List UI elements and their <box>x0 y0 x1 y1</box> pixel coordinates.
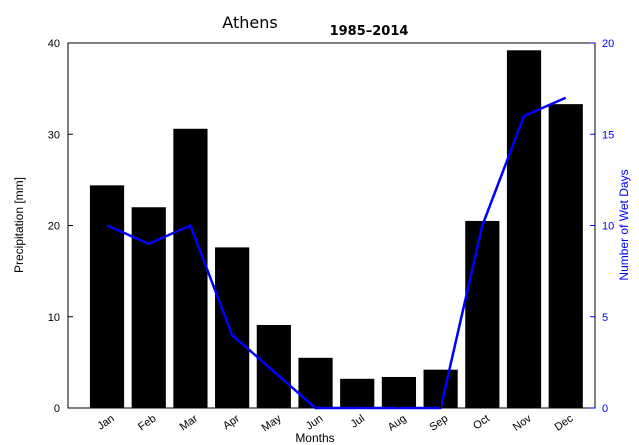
bar-sep <box>423 369 458 408</box>
bar-jun <box>298 357 333 408</box>
x-tick-label-apr: Apr <box>221 412 242 432</box>
x-tick-label-nov: Nov <box>511 412 534 433</box>
bar-feb <box>131 207 166 408</box>
x-axis-label: Months <box>295 431 334 445</box>
bar-jan <box>89 185 125 408</box>
x-tick-label-dec: Dec <box>553 412 576 433</box>
wet-days-line <box>106 96 567 410</box>
bar-oct <box>465 220 500 408</box>
x-tick-label-feb: Feb <box>136 413 158 434</box>
y-tick-label: 10 <box>48 312 60 324</box>
y2-tick-label: 20 <box>602 38 614 50</box>
y-tick-label: 0 <box>54 403 60 415</box>
y-tick-label: 30 <box>48 129 60 141</box>
right-axis-ticks: 0 5 10 15 20 <box>590 38 614 415</box>
line-group <box>106 96 567 410</box>
bar-nov <box>506 50 542 409</box>
bar-may <box>256 324 291 408</box>
y2-tick-label: 5 <box>602 312 608 324</box>
y2-axis-label: Number of Wet Days <box>617 169 631 280</box>
y-axis-label: Precipitation [mm] <box>12 177 26 273</box>
chart-subtitle: Athens <box>222 13 277 32</box>
y-tick-label: 20 <box>48 221 60 233</box>
bars-group <box>89 50 583 409</box>
left-axis-ticks: 0 10 20 30 40 <box>48 38 73 415</box>
x-tick-label-sep: Sep <box>427 413 450 434</box>
x-tick-label-jul: Jul <box>349 413 367 431</box>
x-tick-label-jan: Jan <box>95 413 116 433</box>
bar-mar <box>173 128 208 408</box>
bar-apr <box>215 247 250 408</box>
x-tick-label-oct: Oct <box>471 413 492 433</box>
x-tick-label-jun: Jun <box>304 413 325 433</box>
y2-tick-label: 10 <box>602 221 614 233</box>
y2-tick-label: 0 <box>602 403 608 415</box>
title-mask <box>186 5 316 42</box>
y2-tick-label: 15 <box>602 129 614 141</box>
y-tick-label: 40 <box>48 38 60 50</box>
bar-dec <box>548 104 583 408</box>
chart-title: 1985–2014 <box>330 24 409 39</box>
x-tick-label-may: May <box>260 412 284 434</box>
bar-aug <box>381 376 417 408</box>
x-tick-label-aug: Aug <box>386 413 409 434</box>
x-tick-label-mar: Mar <box>178 412 201 433</box>
